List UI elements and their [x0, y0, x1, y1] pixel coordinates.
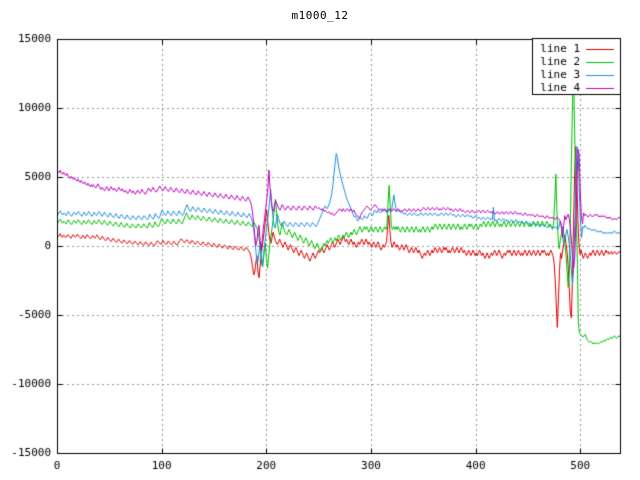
chart-title: m1000_12	[291, 9, 349, 22]
